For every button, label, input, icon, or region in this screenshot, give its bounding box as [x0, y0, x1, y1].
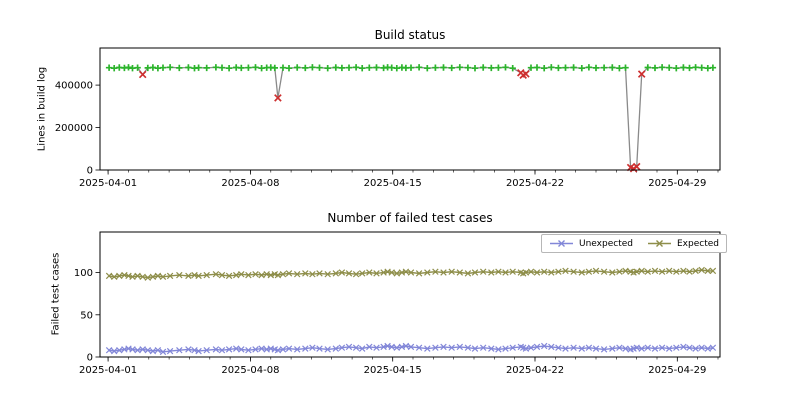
legend-label-unexpected: Unexpected — [579, 238, 633, 249]
line-x-marker-icon — [647, 240, 671, 247]
x-tick-label: 2025-04-08 — [221, 178, 279, 189]
build-status-chart: 2025-04-01 2025-04-08 2025-04-15 2025-04-22… — [55, 47, 721, 189]
bottom-chart-title: Number of failed test cases — [327, 211, 493, 225]
top-chart-title: Build status — [374, 28, 446, 42]
failed-tests-chart: 2025-04-01 2025-04-08 2025-04-15 2025-04-22… — [74, 231, 721, 376]
legend: Unexpected Expected — [541, 234, 727, 253]
y-tick-label: 50 — [80, 310, 93, 321]
series-markers-unexpected — [105, 342, 717, 356]
y-tick-label: 100 — [74, 268, 93, 279]
y-tick-label: 0 — [87, 166, 93, 177]
y-tick-label: 0 — [87, 353, 93, 364]
x-tick-label: 2025-04-22 — [506, 178, 564, 189]
legend-item-unexpected: Unexpected — [549, 239, 633, 249]
x-tick-label: 2025-04-29 — [648, 365, 706, 376]
x-tick-label: 2025-04-15 — [364, 365, 422, 376]
x-tick-label: 2025-04-22 — [506, 365, 564, 376]
x-tick-label: 2025-04-08 — [221, 365, 279, 376]
build-line — [109, 66, 713, 170]
x-tick-label: 2025-04-01 — [79, 365, 137, 376]
line-x-marker-icon — [550, 240, 573, 247]
series-markers-expected — [105, 266, 717, 281]
top-y-axis-label: Lines in build log — [36, 66, 48, 152]
bottom-y-axis-label: Failed test cases — [50, 252, 62, 336]
axes-frame — [99, 47, 721, 171]
x-tick-label: 2025-04-15 — [364, 178, 422, 189]
x-tick-label: 2025-04-29 — [648, 178, 706, 189]
x-tick-label: 2025-04-01 — [79, 178, 137, 189]
build-fail-markers — [138, 68, 646, 173]
legend-item-expected: Expected — [647, 239, 719, 249]
y-tick-label: 200000 — [55, 123, 93, 134]
y-tick-label: 400000 — [55, 81, 93, 92]
legend-label-expected: Expected — [676, 238, 719, 249]
build-ok-markers — [105, 64, 717, 72]
axes-frame — [99, 231, 721, 358]
